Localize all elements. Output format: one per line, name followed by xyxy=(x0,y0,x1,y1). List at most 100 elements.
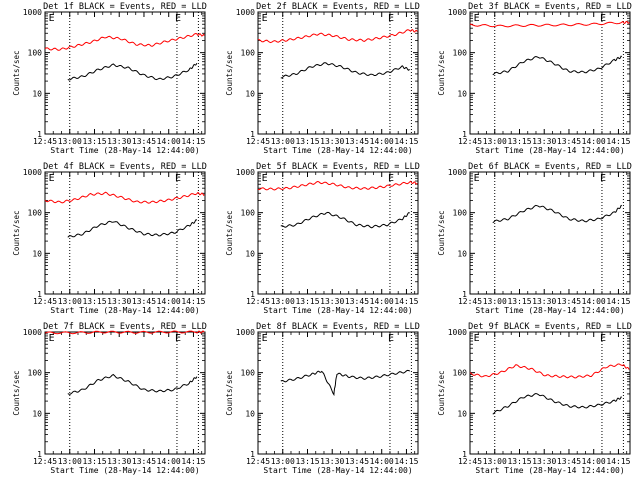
marker-label: E xyxy=(388,173,394,184)
x-tick-label: 12:45 xyxy=(246,297,270,306)
x-tick-label: 13:15 xyxy=(82,457,106,466)
x-tick-label: 12:45 xyxy=(458,137,482,146)
y-tick-label: 10 xyxy=(457,89,467,98)
plot-title: Det 3f BLACK = Events, RED = LLD xyxy=(468,2,632,12)
plot-frame xyxy=(257,331,419,455)
x-tick-label: 14:00 xyxy=(582,457,606,466)
y-tick-label: 1 xyxy=(37,130,42,139)
x-tick-label: 13:15 xyxy=(507,137,531,146)
y-tick-label: 1 xyxy=(462,130,467,139)
marker-label: E xyxy=(49,173,55,184)
series-line-black xyxy=(67,218,198,238)
y-axis-label: Counts/sec xyxy=(225,50,234,95)
x-tick-label: 13:15 xyxy=(295,457,319,466)
x-tick-label: 13:45 xyxy=(132,137,156,146)
y-tick-label: 1000 xyxy=(448,8,467,17)
x-tick-label: 13:30 xyxy=(107,137,131,146)
x-tick-label: 13:00 xyxy=(58,297,82,306)
x-tick-label: 14:00 xyxy=(370,137,394,146)
series-line-black xyxy=(280,62,410,79)
series-line-red xyxy=(44,191,205,204)
x-axis-label: Start Time (28-May-14 12:44:00) xyxy=(475,146,624,155)
series-line-red xyxy=(258,29,418,44)
y-axis-label: Counts/sec xyxy=(225,210,234,255)
y-tick-label: 1000 xyxy=(236,8,255,17)
plot-frame xyxy=(44,331,206,455)
y-tick-label: 10 xyxy=(32,409,42,418)
y-tick-label: 10 xyxy=(457,409,467,418)
marker-label: E xyxy=(262,13,268,24)
x-tick-label: 13:00 xyxy=(271,457,295,466)
subplot-5: Det 5f BLACK = Events, RED = LLD 1 10 100 10… xyxy=(225,162,420,315)
y-tick-label: 1 xyxy=(250,290,255,299)
subplot-9: Det 9f BLACK = Events, RED = LLD 1 10 100 10… xyxy=(437,322,632,475)
series-line-black xyxy=(67,62,198,81)
marker-label: E xyxy=(49,13,55,24)
marker-label: E xyxy=(175,13,181,24)
plot-title: Det 5f BLACK = Events, RED = LLD xyxy=(256,162,420,172)
plot-title: Det 8f BLACK = Events, RED = LLD xyxy=(256,322,420,332)
x-tick-label: 13:45 xyxy=(557,297,581,306)
x-tick-label: 13:15 xyxy=(82,137,106,146)
series-line-red xyxy=(44,32,205,51)
x-tick-label: 14:00 xyxy=(582,137,606,146)
y-tick-label: 100 xyxy=(453,209,468,218)
y-tick-label: 1 xyxy=(37,450,42,459)
x-tick-label: 13:30 xyxy=(532,137,556,146)
y-tick-label: 10 xyxy=(32,89,42,98)
x-axis-label: Start Time (28-May-14 12:44:00) xyxy=(50,146,199,155)
plot-title: Det 9f BLACK = Events, RED = LLD xyxy=(468,322,632,332)
y-tick-label: 10 xyxy=(32,249,42,258)
x-axis-label: Start Time (28-May-14 12:44:00) xyxy=(50,466,199,475)
y-tick-label: 1 xyxy=(250,450,255,459)
x-tick-label: 13:15 xyxy=(507,297,531,306)
y-tick-label: 1000 xyxy=(448,168,467,177)
x-tick-label: 13:30 xyxy=(320,137,344,146)
y-tick-label: 1000 xyxy=(236,168,255,177)
x-tick-label: 13:30 xyxy=(107,457,131,466)
x-tick-label: 14:15 xyxy=(606,457,630,466)
plot-title: Det 1f BLACK = Events, RED = LLD xyxy=(43,2,207,12)
y-axis-label: Counts/sec xyxy=(437,210,446,255)
x-tick-label: 12:45 xyxy=(33,457,57,466)
y-tick-label: 100 xyxy=(241,369,256,378)
series-line-red xyxy=(257,180,418,191)
x-tick-label: 13:00 xyxy=(271,137,295,146)
marker-label: E xyxy=(262,173,268,184)
x-tick-label: 13:45 xyxy=(345,457,369,466)
plot-frame xyxy=(469,11,631,135)
x-tick-label: 12:45 xyxy=(33,137,57,146)
plot-frame xyxy=(469,171,631,295)
x-tick-label: 14:00 xyxy=(157,457,181,466)
x-axis-label: Start Time (28-May-14 12:44:00) xyxy=(263,306,412,315)
y-tick-label: 100 xyxy=(453,49,468,58)
y-tick-label: 10 xyxy=(457,249,467,258)
x-tick-label: 14:15 xyxy=(394,297,418,306)
x-tick-label: 13:45 xyxy=(345,297,369,306)
marker-label: E xyxy=(388,13,394,24)
series-line-red xyxy=(469,20,630,28)
y-tick-label: 10 xyxy=(245,89,255,98)
subplot-4: Det 4f BLACK = Events, RED = LLD 1 10 100 10… xyxy=(12,162,207,315)
series-line-red xyxy=(44,330,205,335)
series-line-black xyxy=(280,369,410,397)
x-tick-label: 13:00 xyxy=(58,457,82,466)
x-tick-label: 12:45 xyxy=(246,457,270,466)
marker-label: E xyxy=(600,13,606,24)
x-tick-label: 13:30 xyxy=(532,457,556,466)
y-axis-label: Counts/sec xyxy=(225,370,234,415)
x-tick-label: 13:00 xyxy=(271,297,295,306)
y-tick-label: 1000 xyxy=(23,168,42,177)
x-tick-label: 14:00 xyxy=(370,457,394,466)
marker-label: E xyxy=(49,333,55,344)
x-tick-label: 13:30 xyxy=(532,297,556,306)
x-tick-label: 14:15 xyxy=(181,297,205,306)
marker-label: E xyxy=(600,333,606,344)
x-tick-label: 14:15 xyxy=(394,137,418,146)
y-axis-label: Counts/sec xyxy=(12,370,21,415)
subplot-2: Det 2f BLACK = Events, RED = LLD 1 10 100 10… xyxy=(225,2,420,155)
plot-frame xyxy=(44,171,206,295)
marker-label: E xyxy=(175,333,181,344)
y-tick-label: 1 xyxy=(462,450,467,459)
x-tick-label: 12:45 xyxy=(33,297,57,306)
